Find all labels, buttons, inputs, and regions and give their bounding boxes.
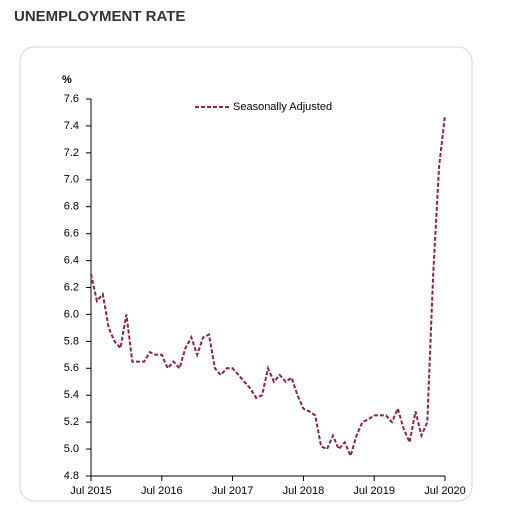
chart-title: UNEMPLOYMENT RATE [14,8,185,25]
y-tick-label: 4.8 [64,470,79,482]
y-tick-label: 7.4 [64,120,79,132]
card [19,46,473,502]
y-tick-label: 5.0 [64,443,79,455]
y-tick-label: 5.6 [64,362,79,374]
y-tick-label: 6.6 [64,228,79,240]
x-tick-label: Jul 2015 [70,485,112,497]
x-tick-label: Jul 2016 [141,485,183,497]
y-tick-label: 7.6 [64,93,79,105]
y-tick-label: 6.0 [64,308,79,320]
y-tick-label: 6.8 [64,201,79,213]
y-tick-label: 6.2 [64,281,79,293]
y-tick-label: 7.0 [64,174,79,186]
y-tick-label: 6.4 [64,254,79,266]
y-tick-label: 5.8 [64,335,79,347]
x-tick-label: Jul 2018 [283,485,325,497]
y-axis-label: % [62,74,72,86]
legend-label: Seasonally Adjusted [233,101,332,113]
x-tick-label: Jul 2020 [424,485,466,497]
y-tick-label: 5.2 [64,416,79,428]
x-tick-label: Jul 2019 [353,485,395,497]
y-tick-label: 5.4 [64,389,79,401]
series-line [90,115,446,459]
y-tick-label: 7.2 [64,147,79,159]
x-tick-label: Jul 2017 [212,485,254,497]
